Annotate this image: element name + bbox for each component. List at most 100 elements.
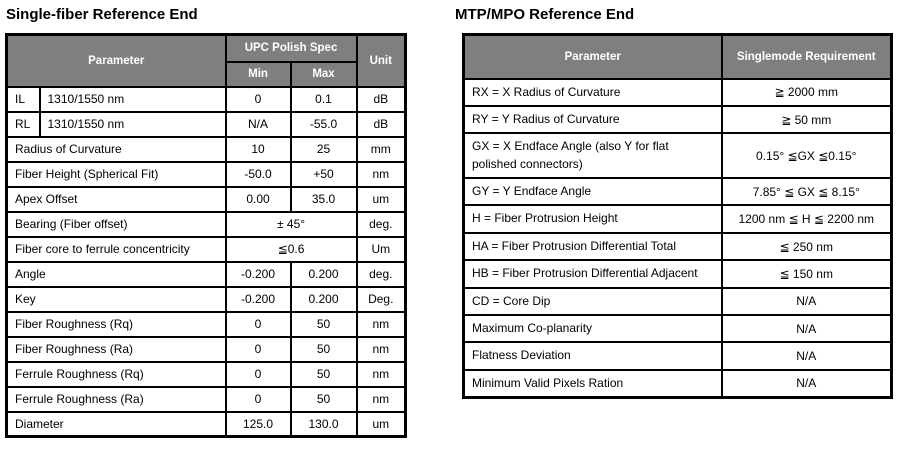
table-row: Apex Offset 0.00 35.0 um <box>5 185 407 213</box>
parameter-code-cell: RL <box>5 110 41 138</box>
max-cell: 0.200 <box>289 260 358 288</box>
left-header-unit: Unit <box>355 33 407 88</box>
left-header-parameter: Parameter <box>5 33 227 88</box>
left-header-min: Min <box>224 60 292 88</box>
parameter-cell: Fiber core to ferrule concentricity <box>5 235 227 263</box>
requirement-cell: 1200 nm ≦ H ≦ 2200 nm <box>720 204 893 234</box>
unit-cell: mm <box>355 135 407 163</box>
single-fiber-title: Single-fiber Reference End <box>6 6 198 23</box>
parameter-cell: Ferrule Roughness (Rq) <box>5 360 227 388</box>
unit-cell: deg. <box>355 210 407 238</box>
table-row: GX = X Endface Angle (also Y for flat po… <box>462 132 893 180</box>
table-row: Ferrule Roughness (Ra) 0 50 nm <box>5 385 407 413</box>
requirement-cell: N/A <box>720 368 893 399</box>
min-cell: -0.200 <box>224 285 292 313</box>
table-row: Key -0.200 0.200 Deg. <box>5 285 407 313</box>
parameter-cell: CD = Core Dip <box>462 286 723 317</box>
single-fiber-table: Parameter UPC Polish Spec Unit Min Max I… <box>5 33 408 438</box>
table-row: CD = Core Dip N/A <box>462 286 893 317</box>
table-row: Ferrule Roughness (Rq) 0 50 nm <box>5 360 407 388</box>
table-row: GY = Y Endface Angle 7.85° ≦ GX ≦ 8.15° <box>462 177 893 207</box>
parameter-cell: Ferrule Roughness (Ra) <box>5 385 227 413</box>
min-cell: 0 <box>224 385 292 413</box>
requirement-cell: ≧ 2000 mm <box>720 77 893 107</box>
left-header-upc-polish-spec: UPC Polish Spec <box>224 33 358 63</box>
unit-cell: Deg. <box>355 285 407 313</box>
table-row: RL 1310/1550 nm N/A -55.0 dB <box>5 110 407 138</box>
table-row: Fiber Roughness (Ra) 0 50 nm <box>5 335 407 363</box>
max-cell: 130.0 <box>289 410 358 438</box>
table-row: Fiber Roughness (Rq) 0 50 nm <box>5 310 407 338</box>
unit-cell: dB <box>355 85 407 113</box>
table-row: Fiber Height (Spherical Fit) -50.0 +50 nm <box>5 160 407 188</box>
requirement-cell: N/A <box>720 314 893 344</box>
parameter-cell: Diameter <box>5 410 227 438</box>
min-cell: -50.0 <box>224 160 292 188</box>
min-cell: 0.00 <box>224 185 292 213</box>
parameter-cell: HA = Fiber Protrusion Differential Total <box>462 231 723 262</box>
max-cell: 50 <box>289 310 358 338</box>
parameter-cell: HB = Fiber Protrusion Differential Adjac… <box>462 259 723 289</box>
parameter-cell: GY = Y Endface Angle <box>462 177 723 207</box>
table-row: RY = Y Radius of Curvature ≧ 50 mm <box>462 104 893 135</box>
mtp-mpo-table-header: Parameter Singlemode Requirement <box>462 33 893 80</box>
min-cell: 10 <box>224 135 292 163</box>
mtp-mpo-title: MTP/MPO Reference End <box>455 6 635 23</box>
unit-cell: um <box>355 410 407 438</box>
table-row: Minimum Valid Pixels Ration N/A <box>462 368 893 399</box>
right-header-parameter: Parameter <box>462 33 723 80</box>
unit-cell: dB <box>355 110 407 138</box>
unit-cell: nm <box>355 160 407 188</box>
table-row: HB = Fiber Protrusion Differential Adjac… <box>462 259 893 289</box>
max-cell: 35.0 <box>289 185 358 213</box>
max-cell: 50 <box>289 360 358 388</box>
requirement-cell: N/A <box>720 286 893 317</box>
requirement-cell: N/A <box>720 341 893 371</box>
parameter-cell: Flatness Deviation <box>462 341 723 371</box>
requirement-cell: 7.85° ≦ GX ≦ 8.15° <box>720 177 893 207</box>
merged-spec-cell: ≦0.6 <box>224 235 358 263</box>
table-row: HA = Fiber Protrusion Differential Total… <box>462 231 893 262</box>
table-row: RX = X Radius of Curvature ≧ 2000 mm <box>462 77 893 107</box>
min-cell: N/A <box>224 110 292 138</box>
table-row: Flatness Deviation N/A <box>462 341 893 371</box>
merged-spec-cell: ± 45° <box>224 210 358 238</box>
mtp-mpo-table: Parameter Singlemode Requirement RX = X … <box>462 33 893 400</box>
parameter-cell: 1310/1550 nm <box>38 110 227 138</box>
parameter-cell: Fiber Roughness (Ra) <box>5 335 227 363</box>
min-cell: 0 <box>224 335 292 363</box>
min-cell: -0.200 <box>224 260 292 288</box>
min-cell: 0 <box>224 85 292 113</box>
parameter-cell: Radius of Curvature <box>5 135 227 163</box>
table-row: Radius of Curvature 10 25 mm <box>5 135 407 163</box>
table-row: Diameter 125.0 130.0 um <box>5 410 407 438</box>
right-header-singlemode-requirement: Singlemode Requirement <box>720 33 893 80</box>
left-header-max: Max <box>289 60 358 88</box>
max-cell: 0.200 <box>289 285 358 313</box>
parameter-cell: RY = Y Radius of Curvature <box>462 104 723 135</box>
max-cell: 50 <box>289 335 358 363</box>
requirement-cell: ≧ 50 mm <box>720 104 893 135</box>
parameter-cell: Angle <box>5 260 227 288</box>
table-row: Maximum Co-planarity N/A <box>462 314 893 344</box>
table-row: IL 1310/1550 nm 0 0.1 dB <box>5 85 407 113</box>
table-row: Fiber core to ferrule concentricity ≦0.6 U… <box>5 235 407 263</box>
table-row: H = Fiber Protrusion Height 1200 nm ≦ H ≦… <box>462 204 893 234</box>
parameter-code-cell: IL <box>5 85 41 113</box>
single-fiber-table-header: Parameter UPC Polish Spec Unit Min Max <box>5 33 407 88</box>
unit-cell: nm <box>355 385 407 413</box>
requirement-cell: 0.15° ≦GX ≦0.15° <box>720 132 893 180</box>
parameter-cell: Fiber Roughness (Rq) <box>5 310 227 338</box>
max-cell: 0.1 <box>289 85 358 113</box>
table-row: Bearing (Fiber offset) ± 45° deg. <box>5 210 407 238</box>
parameter-cell: Maximum Co-planarity <box>462 314 723 344</box>
single-fiber-table-body: IL 1310/1550 nm 0 0.1 dB RL 1310/1550 nm N/A -55… <box>5 85 407 438</box>
max-cell: +50 <box>289 160 358 188</box>
table-row: Angle -0.200 0.200 deg. <box>5 260 407 288</box>
parameter-cell: Key <box>5 285 227 313</box>
parameter-cell: Minimum Valid Pixels Ration <box>462 368 723 399</box>
max-cell: 50 <box>289 385 358 413</box>
min-cell: 0 <box>224 360 292 388</box>
parameter-cell: RX = X Radius of Curvature <box>462 77 723 107</box>
max-cell: 25 <box>289 135 358 163</box>
